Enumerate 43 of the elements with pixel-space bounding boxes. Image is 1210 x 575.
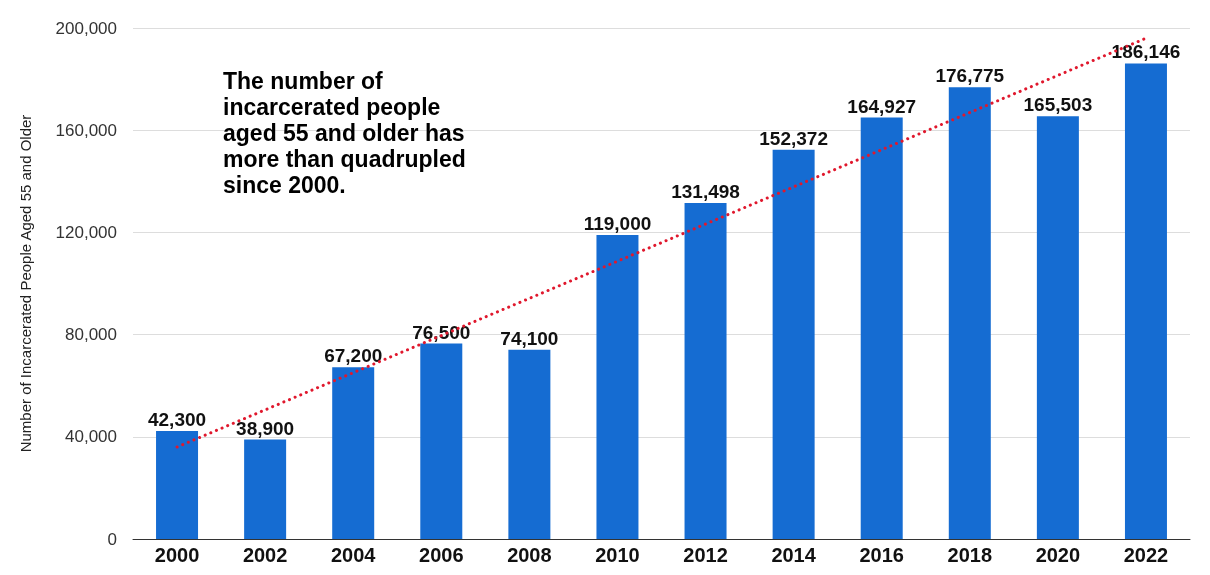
bar (684, 203, 727, 539)
bar (1124, 63, 1167, 539)
y-tick-label: 160,000 (55, 120, 117, 140)
data-label: 38,900 (236, 417, 295, 439)
data-label: 164,927 (847, 95, 917, 117)
y-tick-label: 40,000 (65, 427, 117, 447)
x-tick-label: 2014 (771, 544, 817, 566)
data-label: 186,146 (1111, 41, 1181, 63)
data-label: 152,372 (759, 127, 828, 149)
x-tick-label: 2006 (419, 544, 464, 566)
bar (1036, 116, 1079, 539)
x-tick-label: 2008 (507, 544, 552, 566)
x-tick-label: 2002 (242, 544, 288, 566)
bar (772, 149, 815, 539)
y-axis-title: Number of Incarcerated People Aged 55 and Older (17, 114, 34, 453)
annotation: The number of incarcerated people aged 55 and older has more than quadrupled since 2000. (223, 68, 473, 198)
x-tick-label: 2020 (1035, 544, 1081, 566)
bar (948, 87, 991, 539)
data-label: 119,000 (583, 212, 652, 234)
bar (420, 343, 463, 539)
bar (860, 117, 903, 539)
x-tick-label: 2004 (330, 544, 377, 566)
x-tick-label: 2016 (859, 544, 904, 566)
bar (332, 367, 375, 539)
bar (156, 430, 199, 539)
x-tick-label: 2018 (947, 544, 993, 566)
data-label: 42,300 (147, 408, 207, 430)
bar (244, 439, 287, 539)
x-tick-label: 2022 (1123, 544, 1169, 566)
data-label: 165,503 (1023, 94, 1093, 116)
data-label: 67,200 (324, 345, 383, 367)
x-tick-label: 2012 (683, 544, 728, 566)
y-tick-label: 80,000 (65, 325, 117, 345)
x-tick-label: 2010 (595, 544, 640, 566)
data-label: 176,775 (935, 65, 1005, 87)
x-tick-label: 2000 (154, 544, 200, 566)
data-label: 131,498 (671, 181, 740, 203)
bar (508, 349, 551, 539)
y-tick-label: 200,000 (55, 18, 117, 38)
y-tick-label: 120,000 (55, 222, 117, 242)
y-tick-label: 0 (107, 529, 117, 549)
bar (596, 234, 639, 539)
data-label: 74,100 (500, 327, 559, 349)
